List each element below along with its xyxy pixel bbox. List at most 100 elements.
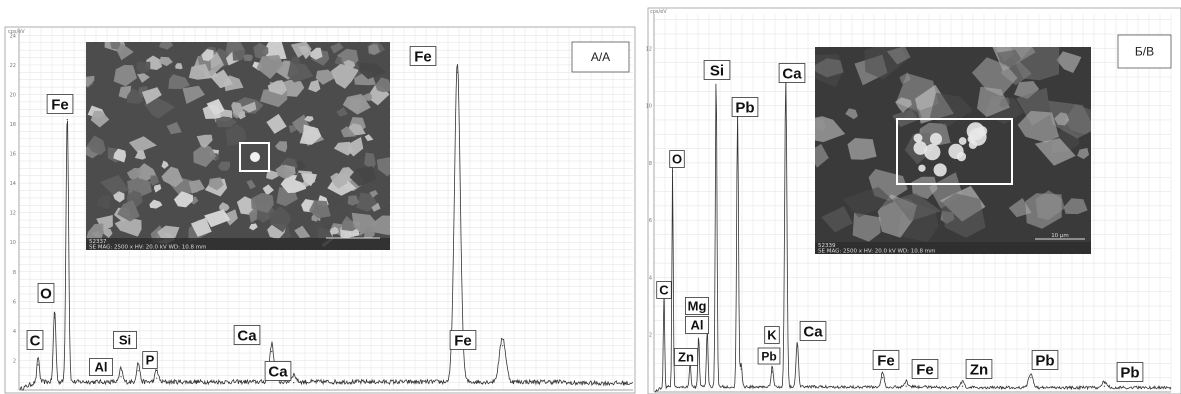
peak-label-text: Fe: [414, 48, 432, 65]
sem-particle: [193, 143, 217, 168]
sem-particle: [1063, 198, 1088, 215]
sem-particle: [182, 85, 205, 104]
sem-particle: [364, 152, 376, 170]
eds-panel-right: 2 4 6 8 10 12 cps/eV C O Mg Al Zn Si Pb Pb K Ca Ca Fe Fe Zn P…: [646, 7, 1181, 394]
sem-particle: [298, 45, 312, 60]
sem-particle: [218, 161, 231, 171]
sem-particle: [362, 93, 373, 101]
peak-label: C: [656, 281, 672, 299]
peak-label-box: [46, 94, 74, 114]
y-tick-label: 8: [13, 270, 16, 276]
sem-particle: [253, 42, 269, 59]
peak-label-box: [674, 348, 698, 366]
peak-label-text: Al: [95, 360, 108, 375]
sem-particle: [281, 79, 305, 97]
y-tick-label: 24: [10, 33, 16, 39]
sem-particle: [113, 148, 127, 163]
peak-label: Zn: [674, 348, 698, 366]
sem-particle: [330, 42, 344, 54]
peak-label: Fe: [449, 330, 477, 350]
sem-particle: [86, 75, 95, 87]
sem-particle: [821, 206, 853, 233]
peak-label: Pb: [1031, 350, 1059, 370]
y-tick-label: 10: [646, 104, 652, 110]
sem-particle: [141, 87, 162, 105]
sem-particle: [343, 59, 356, 70]
panel-label: Б/В: [1135, 45, 1154, 59]
peak-label-text: Mg: [688, 299, 707, 314]
sem-particle: [893, 192, 942, 222]
sem-particle: [376, 157, 390, 177]
peak-point: [796, 345, 798, 347]
sem-particle: [128, 136, 157, 153]
sem-particle: [96, 215, 113, 232]
peak-label-box: [669, 150, 685, 168]
peak-label-box: [37, 283, 55, 303]
peak-label-text: Zn: [678, 350, 694, 365]
sem-region-of-interest: [239, 142, 270, 172]
peak-point: [698, 339, 700, 342]
sem-particle: [348, 123, 366, 136]
peak-label-box: [799, 321, 827, 341]
y-tick-label: 18: [10, 122, 16, 128]
sem-particle: [256, 55, 284, 79]
sem-particle: [204, 209, 231, 228]
sem-particle: [1054, 112, 1070, 126]
sem-particle: [210, 69, 233, 89]
sem-particle: [137, 73, 150, 83]
sem-particle: [246, 179, 256, 190]
peak-label-text: Fe: [51, 96, 69, 113]
peak-point: [740, 368, 742, 370]
peak-label-text: Si: [710, 62, 724, 79]
eds-panel-left: 24681012141618202224cps/eVCOFeAlSiPCaCaF…: [4, 26, 636, 394]
sem-particle: [117, 200, 140, 222]
sem-bright-particle: [924, 143, 941, 161]
peak-label: Fe: [911, 359, 939, 379]
y-tick-label: 16: [10, 152, 16, 158]
peak-label: O: [669, 150, 685, 168]
sem-particle: [342, 93, 371, 115]
sem-particle: [175, 63, 183, 70]
sem-particle: [149, 199, 163, 209]
y-tick-label: 2: [649, 333, 652, 339]
peak-label-box: [731, 97, 759, 117]
sem-particle: [815, 58, 844, 78]
peak-point: [456, 71, 458, 73]
peak-label-text: Fe: [877, 352, 895, 369]
peak-label-box: [685, 297, 709, 315]
peak-label: C: [26, 330, 44, 350]
sem-particle: [301, 173, 317, 187]
spectrum-line: [19, 64, 633, 391]
peak-label: Ca: [799, 321, 827, 341]
sem-texture: [815, 47, 1091, 243]
sem-particle: [87, 135, 106, 155]
sem-particle: [294, 225, 311, 239]
sem-particle: [347, 137, 364, 157]
sem-particle: [315, 69, 337, 85]
sem-particle: [997, 49, 1022, 67]
sem-particle: [201, 49, 214, 62]
peak-label: Mg: [685, 297, 709, 315]
sem-bright-particle: [956, 151, 967, 162]
peak-label-text: Fe: [454, 332, 472, 349]
sem-particle: [240, 101, 257, 113]
peak-point: [1030, 377, 1032, 379]
sem-particle: [249, 223, 258, 231]
sem-bright-particle: [929, 132, 943, 146]
sem-particle: [815, 116, 846, 143]
sem-particle: [1056, 51, 1082, 73]
sem-particle: [1077, 147, 1090, 160]
peak-label-box: [26, 330, 44, 350]
sem-particle: [842, 186, 895, 218]
peak-label: Pb: [731, 97, 759, 117]
y-axis-label: cps/eV: [8, 29, 25, 35]
y-tick-label: 2: [13, 358, 16, 364]
sem-particle: [269, 206, 292, 233]
sem-particle: [852, 212, 881, 242]
sem-particle: [349, 166, 377, 187]
sem-particle: [375, 77, 390, 93]
sem-particle: [847, 138, 877, 160]
peak-label-box: [449, 330, 477, 350]
